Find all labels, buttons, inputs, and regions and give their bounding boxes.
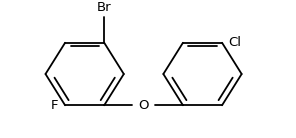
- Text: Br: Br: [97, 1, 112, 14]
- Text: Cl: Cl: [229, 36, 242, 49]
- Text: O: O: [138, 99, 149, 112]
- Text: F: F: [51, 99, 59, 112]
